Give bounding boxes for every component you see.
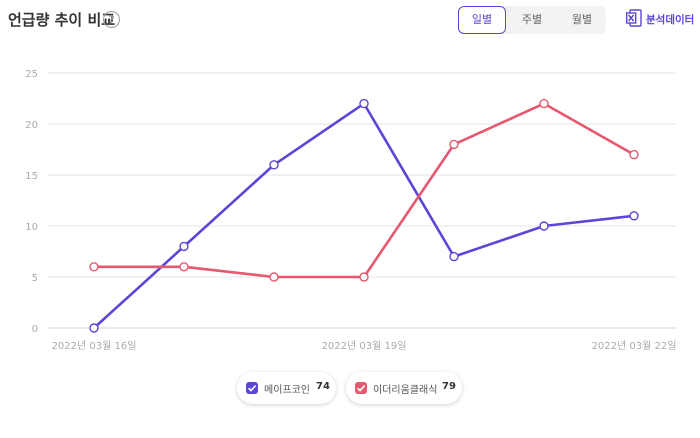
checkbox-checked-icon	[246, 382, 258, 394]
checkbox-checked-icon	[355, 382, 367, 394]
chart-header: 언급량 추이 비교 ? 일별 주별 월별 분석데이터	[0, 0, 700, 44]
line-chart: 0 5 10 15 20 25 2022년 03월 16일 2022년 03월 19일 2022…	[25, 69, 677, 352]
data-point	[269, 272, 279, 282]
y-tick-label: 0	[32, 324, 38, 335]
legend-series-name: 메이프코인	[264, 385, 310, 396]
data-point	[179, 262, 189, 272]
excel-icon	[626, 9, 642, 27]
x-tick-label: 2022년 03월 16일	[52, 340, 137, 352]
x-tick-label: 2022년 03월 19일	[322, 340, 407, 352]
data-point	[629, 149, 639, 160]
period-toggle: 일별 주별 월별	[458, 6, 606, 34]
chart-title: 언급량 추이 비교	[8, 11, 116, 29]
data-point	[539, 98, 549, 109]
data-point	[269, 160, 279, 170]
tab-weekly[interactable]: 주별	[521, 13, 543, 26]
data-point	[539, 221, 549, 231]
data-point	[89, 323, 99, 333]
data-point	[449, 139, 459, 150]
tab-daily[interactable]: 일별	[458, 6, 506, 34]
y-tick-label: 15	[25, 171, 38, 182]
data-point	[449, 251, 459, 262]
y-tick-label: 10	[25, 222, 38, 233]
legend-series-total: 74	[316, 381, 330, 392]
legend-item-series-b[interactable]: 이더리움클래식 79	[346, 372, 462, 404]
data-point	[359, 98, 369, 109]
legend-series-name: 이더리움클래식	[373, 385, 438, 396]
legend: 메이프코인 74 이더리움클래식 79	[0, 372, 700, 406]
series-line	[93, 102, 635, 329]
data-point	[629, 211, 639, 221]
data-point	[179, 241, 189, 252]
export-label: 분석데이터	[646, 14, 695, 26]
series-line	[94, 102, 635, 279]
y-tick-label: 20	[25, 120, 38, 131]
y-tick-label: 25	[25, 69, 38, 80]
y-tick-label: 5	[32, 273, 38, 284]
data-point	[359, 272, 369, 282]
help-icon[interactable]: ?	[103, 11, 120, 28]
legend-item-series-a[interactable]: 메이프코인 74	[237, 372, 336, 404]
x-tick-label: 2022년 03월 22일	[592, 340, 677, 352]
legend-series-total: 79	[442, 381, 456, 392]
tab-monthly[interactable]: 월별	[571, 13, 593, 26]
data-point	[89, 262, 99, 272]
